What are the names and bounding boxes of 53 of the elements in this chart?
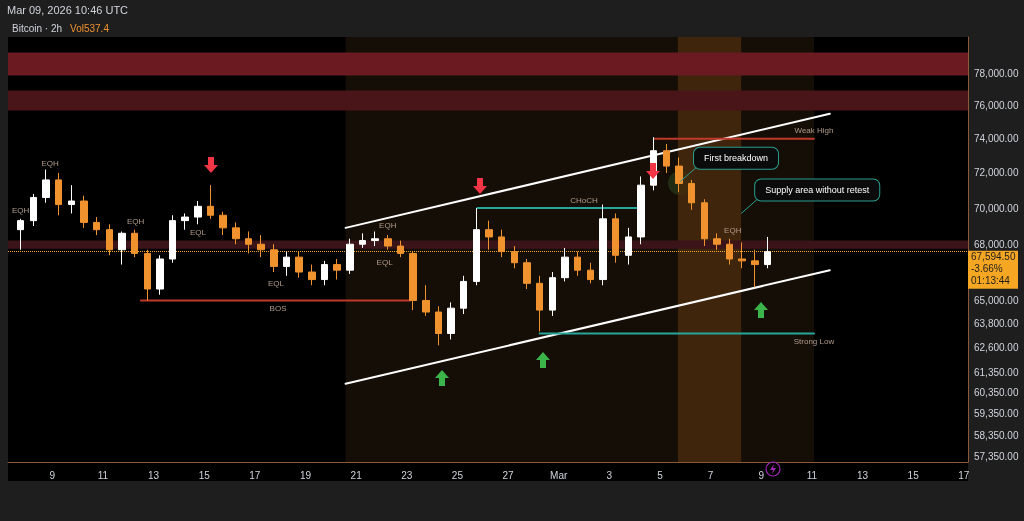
text: Vol537.4 bbox=[70, 23, 109, 34]
y-tick-label: 72,000.00 bbox=[974, 167, 1019, 179]
x-tick-label: 3 bbox=[606, 469, 613, 481]
x-tick-label: 13 bbox=[148, 469, 160, 481]
annotation: EQL bbox=[376, 257, 394, 267]
y-tick-label: 76,000.00 bbox=[974, 100, 1019, 112]
x-tick-label: 21 bbox=[350, 469, 363, 481]
chart-title: Bitcoin · 2h bbox=[12, 23, 63, 34]
y-tick-label: 78,000.00 bbox=[974, 67, 1019, 79]
text: -3.66% bbox=[971, 263, 1003, 275]
x-tick-label: 5 bbox=[657, 469, 664, 481]
x-tick-label: 19 bbox=[299, 469, 312, 481]
annotation: EQL bbox=[189, 227, 207, 237]
y-tick-label: 60,350.00 bbox=[974, 387, 1019, 399]
chart-subtitle: Mar 09, 2026 10:46 UTC bbox=[7, 4, 129, 16]
y-tick-label: 57,350.00 bbox=[974, 451, 1019, 463]
annotation: BOS bbox=[269, 303, 287, 313]
ref-line-label: 67,594.50 bbox=[971, 251, 1016, 263]
annotation: EQH bbox=[379, 220, 397, 230]
x-tick-label: 25 bbox=[451, 469, 464, 481]
x-tick-label: 15 bbox=[198, 469, 211, 481]
x-tick-label: 11 bbox=[806, 469, 818, 481]
annotation: First breakdown bbox=[704, 153, 769, 164]
x-tick-label: 9 bbox=[758, 469, 765, 481]
x-tick-label: 27 bbox=[502, 469, 515, 481]
annotation: Weak High bbox=[794, 126, 834, 136]
x-tick-label: Mar bbox=[550, 469, 568, 481]
y-tick-label: 63,800.00 bbox=[974, 318, 1019, 330]
y-tick-label: 70,000.00 bbox=[974, 202, 1019, 214]
y-tick-label: 74,000.00 bbox=[974, 133, 1019, 145]
annotation: EQH bbox=[126, 217, 145, 227]
x-tick-label: 13 bbox=[856, 469, 869, 481]
annotation: EQH bbox=[724, 226, 742, 236]
text: 01:13:44 bbox=[971, 275, 1011, 287]
annotation: EQH bbox=[41, 158, 60, 168]
y-tick-label: 59,350.00 bbox=[974, 408, 1019, 420]
y-tick-label: 68,000.00 bbox=[974, 238, 1019, 250]
annotation: Strong Low bbox=[793, 337, 835, 347]
x-tick-label: 9 bbox=[49, 469, 56, 481]
annotation: EQL bbox=[267, 279, 285, 289]
x-tick-label: 17 bbox=[249, 469, 261, 481]
x-tick-label: 7 bbox=[707, 469, 714, 481]
x-tick-label: 11 bbox=[97, 469, 109, 481]
annotation: Supply area without retest bbox=[765, 184, 870, 195]
y-tick-label: 62,600.00 bbox=[974, 341, 1019, 353]
annotation: EQH bbox=[11, 206, 30, 216]
y-tick-label: 58,350.00 bbox=[974, 429, 1019, 441]
y-tick-label: 61,350.00 bbox=[974, 367, 1019, 379]
y-tick-label: 65,000.00 bbox=[974, 294, 1019, 306]
x-tick-label: 17 bbox=[958, 469, 970, 481]
x-tick-label: 15 bbox=[907, 469, 920, 481]
annotation: CHoCH bbox=[570, 195, 598, 205]
x-tick-label: 23 bbox=[401, 469, 413, 481]
